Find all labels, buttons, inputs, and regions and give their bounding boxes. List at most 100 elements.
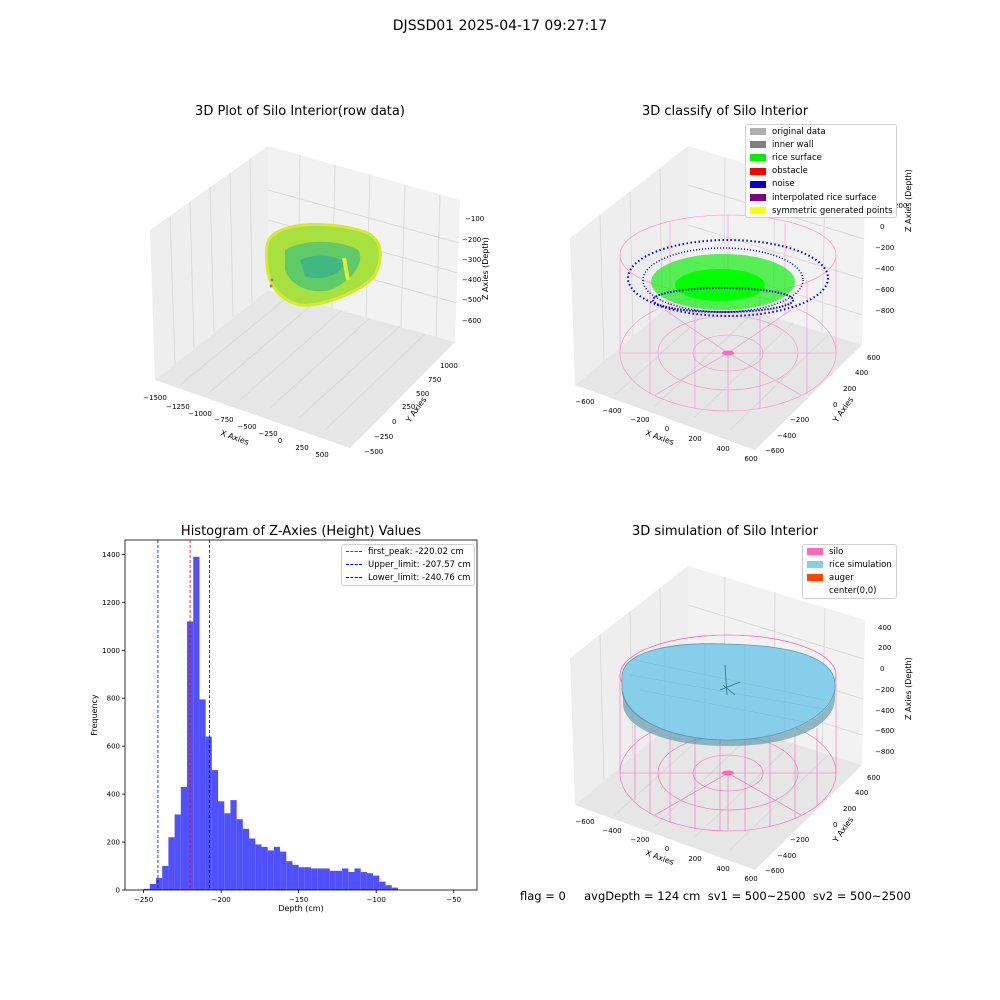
svg-text:600: 600 bbox=[867, 354, 880, 362]
svg-text:−200: −200 bbox=[630, 416, 649, 424]
legend-entry: original data bbox=[746, 125, 896, 138]
svg-text:0: 0 bbox=[278, 437, 282, 445]
plot2-legend: original data inner wall rice surface ob… bbox=[745, 124, 897, 219]
x-tick-label: −50 bbox=[446, 896, 461, 904]
x-tick-label: −200 bbox=[212, 896, 231, 904]
svg-text:−200: −200 bbox=[875, 244, 894, 252]
histogram-bar bbox=[230, 800, 237, 890]
svg-text:−100: −100 bbox=[465, 215, 484, 223]
svg-text:600: 600 bbox=[744, 875, 757, 883]
y-tick-label: 400 bbox=[107, 791, 120, 799]
svg-text:−1250: −1250 bbox=[166, 403, 190, 411]
legend-entry: Upper_limit: -207.57 cm bbox=[342, 558, 474, 571]
y-tick-label: 600 bbox=[107, 743, 120, 751]
histogram-bar bbox=[373, 875, 380, 890]
svg-text:−400: −400 bbox=[777, 852, 796, 860]
svg-text:−200: −200 bbox=[462, 236, 481, 244]
histogram-bar bbox=[304, 867, 312, 890]
histogram-bar bbox=[193, 556, 200, 890]
histogram-bar bbox=[162, 866, 169, 890]
svg-text:0: 0 bbox=[880, 665, 884, 673]
histogram-bar bbox=[348, 872, 355, 890]
plot4-title: 3D simulation of Silo Interior bbox=[632, 524, 818, 539]
svg-text:−300: −300 bbox=[462, 256, 481, 264]
histogram-bar bbox=[298, 867, 305, 890]
histogram-bar bbox=[292, 864, 299, 890]
svg-text:200: 200 bbox=[843, 805, 856, 813]
legend-entry: center(0,0) bbox=[829, 586, 877, 597]
svg-text:400: 400 bbox=[716, 445, 729, 453]
y-tick-label: 1200 bbox=[102, 599, 120, 607]
rice-surface-core bbox=[675, 269, 765, 301]
histogram-bar bbox=[267, 850, 274, 890]
histogram-bar bbox=[156, 878, 163, 890]
histogram-bar bbox=[236, 819, 243, 890]
histogram-bar bbox=[255, 844, 262, 890]
histogram-bar bbox=[205, 736, 212, 890]
svg-text:200: 200 bbox=[843, 385, 856, 393]
plot1-xlabel: X Axies bbox=[219, 428, 250, 447]
svg-text:400: 400 bbox=[855, 369, 868, 377]
svg-text:−400: −400 bbox=[462, 276, 481, 284]
histogram-bar bbox=[261, 846, 268, 890]
legend-entry: inner wall bbox=[746, 138, 896, 151]
figure-title: DJSSD01 2025-04-17 09:27:17 bbox=[392, 18, 608, 34]
svg-text:−500: −500 bbox=[462, 296, 481, 304]
svg-text:−600: −600 bbox=[575, 818, 594, 826]
histogram-bar bbox=[311, 868, 318, 890]
svg-text:−250: −250 bbox=[374, 433, 393, 441]
histogram-bar bbox=[354, 868, 361, 890]
plot2-z-top-tick: 200 bbox=[894, 202, 908, 210]
svg-text:400: 400 bbox=[716, 865, 729, 873]
svg-text:0: 0 bbox=[392, 418, 396, 426]
legend-entry: interpolated rice surface bbox=[746, 191, 896, 204]
histogram-bar bbox=[242, 828, 250, 890]
svg-text:0: 0 bbox=[833, 821, 837, 829]
y-tick-label: 200 bbox=[107, 839, 120, 847]
y-tick-label: 0 bbox=[116, 887, 120, 895]
svg-text:600: 600 bbox=[744, 455, 757, 463]
noise-ring bbox=[627, 239, 829, 317]
silo-wireframe bbox=[619, 675, 837, 832]
x-tick-label: −250 bbox=[134, 896, 153, 904]
histogram-chart: −250 −200 −150 −100 −50 0 200 400 600 800 1000 120… bbox=[90, 539, 478, 913]
histogram-bar bbox=[323, 868, 330, 890]
svg-text:−1500: −1500 bbox=[143, 394, 167, 402]
y-tick-label: 1000 bbox=[102, 647, 120, 655]
svg-text:200: 200 bbox=[688, 855, 701, 863]
y-tick-label: 800 bbox=[107, 695, 120, 703]
histogram-bars bbox=[143, 556, 398, 890]
svg-text:−600: −600 bbox=[765, 447, 784, 455]
svg-text:0: 0 bbox=[833, 401, 837, 409]
histogram-x-ticks: −250 −200 −150 −100 −50 bbox=[134, 890, 461, 904]
svg-text:−200: −200 bbox=[875, 686, 894, 694]
hist-title: Histogram of Z-Axies (Height) Values bbox=[180, 524, 422, 539]
histogram-bar bbox=[249, 838, 256, 890]
histogram-bar bbox=[218, 801, 225, 890]
histogram-bar bbox=[168, 837, 175, 890]
svg-text:−400: −400 bbox=[875, 265, 894, 273]
svg-text:Y Axies: Y Axies bbox=[831, 395, 856, 425]
legend-entry: noise bbox=[746, 178, 896, 191]
legend-entry: auger bbox=[803, 571, 896, 584]
svg-text:−500: −500 bbox=[237, 423, 256, 431]
svg-text:−250: −250 bbox=[258, 430, 277, 438]
plot4-zlabel: Z Axies (Depth) bbox=[904, 657, 913, 720]
legend-entry: obstacle bbox=[746, 165, 896, 178]
x-tick-label: −100 bbox=[367, 896, 386, 904]
svg-text:X Axies: X Axies bbox=[644, 848, 675, 867]
y-tick-label: 1400 bbox=[102, 551, 120, 559]
svg-text:200: 200 bbox=[688, 435, 701, 443]
histogram-bar bbox=[317, 868, 324, 890]
x-tick-label: −150 bbox=[289, 896, 308, 904]
histogram-vlines bbox=[157, 540, 210, 890]
histogram-bar bbox=[360, 872, 367, 890]
plot1-3d-chart: −1500 −1250 −1000 −750 −500 −250 0 250 5… bbox=[143, 146, 490, 459]
svg-text:Y Axies: Y Axies bbox=[831, 815, 856, 845]
histogram-bar bbox=[224, 813, 231, 890]
histogram-bar bbox=[379, 881, 386, 890]
svg-text:0: 0 bbox=[665, 845, 669, 853]
svg-text:200: 200 bbox=[878, 644, 891, 652]
pane-left bbox=[150, 146, 268, 380]
svg-text:1000: 1000 bbox=[440, 362, 458, 370]
